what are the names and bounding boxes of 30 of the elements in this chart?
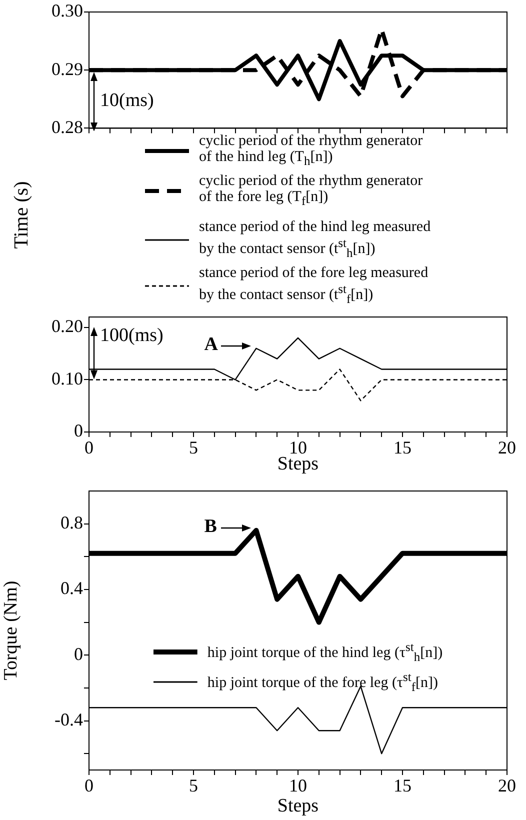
y-tick-label: -0.4 xyxy=(54,710,83,730)
y-tick-label: 0.28 xyxy=(52,116,83,137)
legend-label: stance period of the fore leg measured by the contact sensor (t$^{st}$$_{f}$[n]) xyxy=(199,265,430,307)
y-axis-title: Torque (Nm) xyxy=(0,580,22,680)
x-tick-label: 20 xyxy=(498,776,516,796)
x-tick-label: 5 xyxy=(189,438,198,458)
y-tick-label: 0.8 xyxy=(60,512,83,533)
y-tick-label: 0 xyxy=(74,644,83,664)
y-tick-label: 0.20 xyxy=(52,316,83,336)
annotation: 10(ms) xyxy=(100,90,154,112)
y-tick-label: 0.10 xyxy=(52,368,83,388)
y-tick-label: 0 xyxy=(74,420,83,441)
y-tick-label: 0.29 xyxy=(52,58,83,79)
y-axis-title: Time (s) xyxy=(10,181,34,249)
x-axis-title: Steps xyxy=(277,796,319,817)
x-tick-label: 15 xyxy=(394,438,412,458)
legend-label: cyclic period of the rhythm generator of the fore leg (T$_{f}$[n]) xyxy=(199,173,424,209)
legend-label: stance period of the hind leg measured by the contact sensor (t$^{st}$$_{h}$[n]) xyxy=(199,219,432,261)
y-tick-label: 0.30 xyxy=(52,0,83,21)
legend-label: hip joint torque of the fore leg (τ$^{st}$$_{f}$[n]) xyxy=(207,668,438,694)
annotation: A xyxy=(204,334,218,356)
annotation: B xyxy=(204,516,217,538)
x-tick-label: 5 xyxy=(189,776,198,796)
legend-label: hip joint torque of the hind leg (τ$^{st}$$_{h}$[n]) xyxy=(207,638,443,664)
annotation: 100(ms) xyxy=(100,325,164,348)
x-tick-label: 15 xyxy=(394,776,412,796)
legend-label: cyclic period of the rhythm generator of the hind leg (T$_{h}$[n]) xyxy=(199,133,424,169)
y-tick-label: 0.4 xyxy=(60,578,83,598)
x-tick-label: 10 xyxy=(289,776,307,796)
x-tick-label: 20 xyxy=(498,438,516,458)
